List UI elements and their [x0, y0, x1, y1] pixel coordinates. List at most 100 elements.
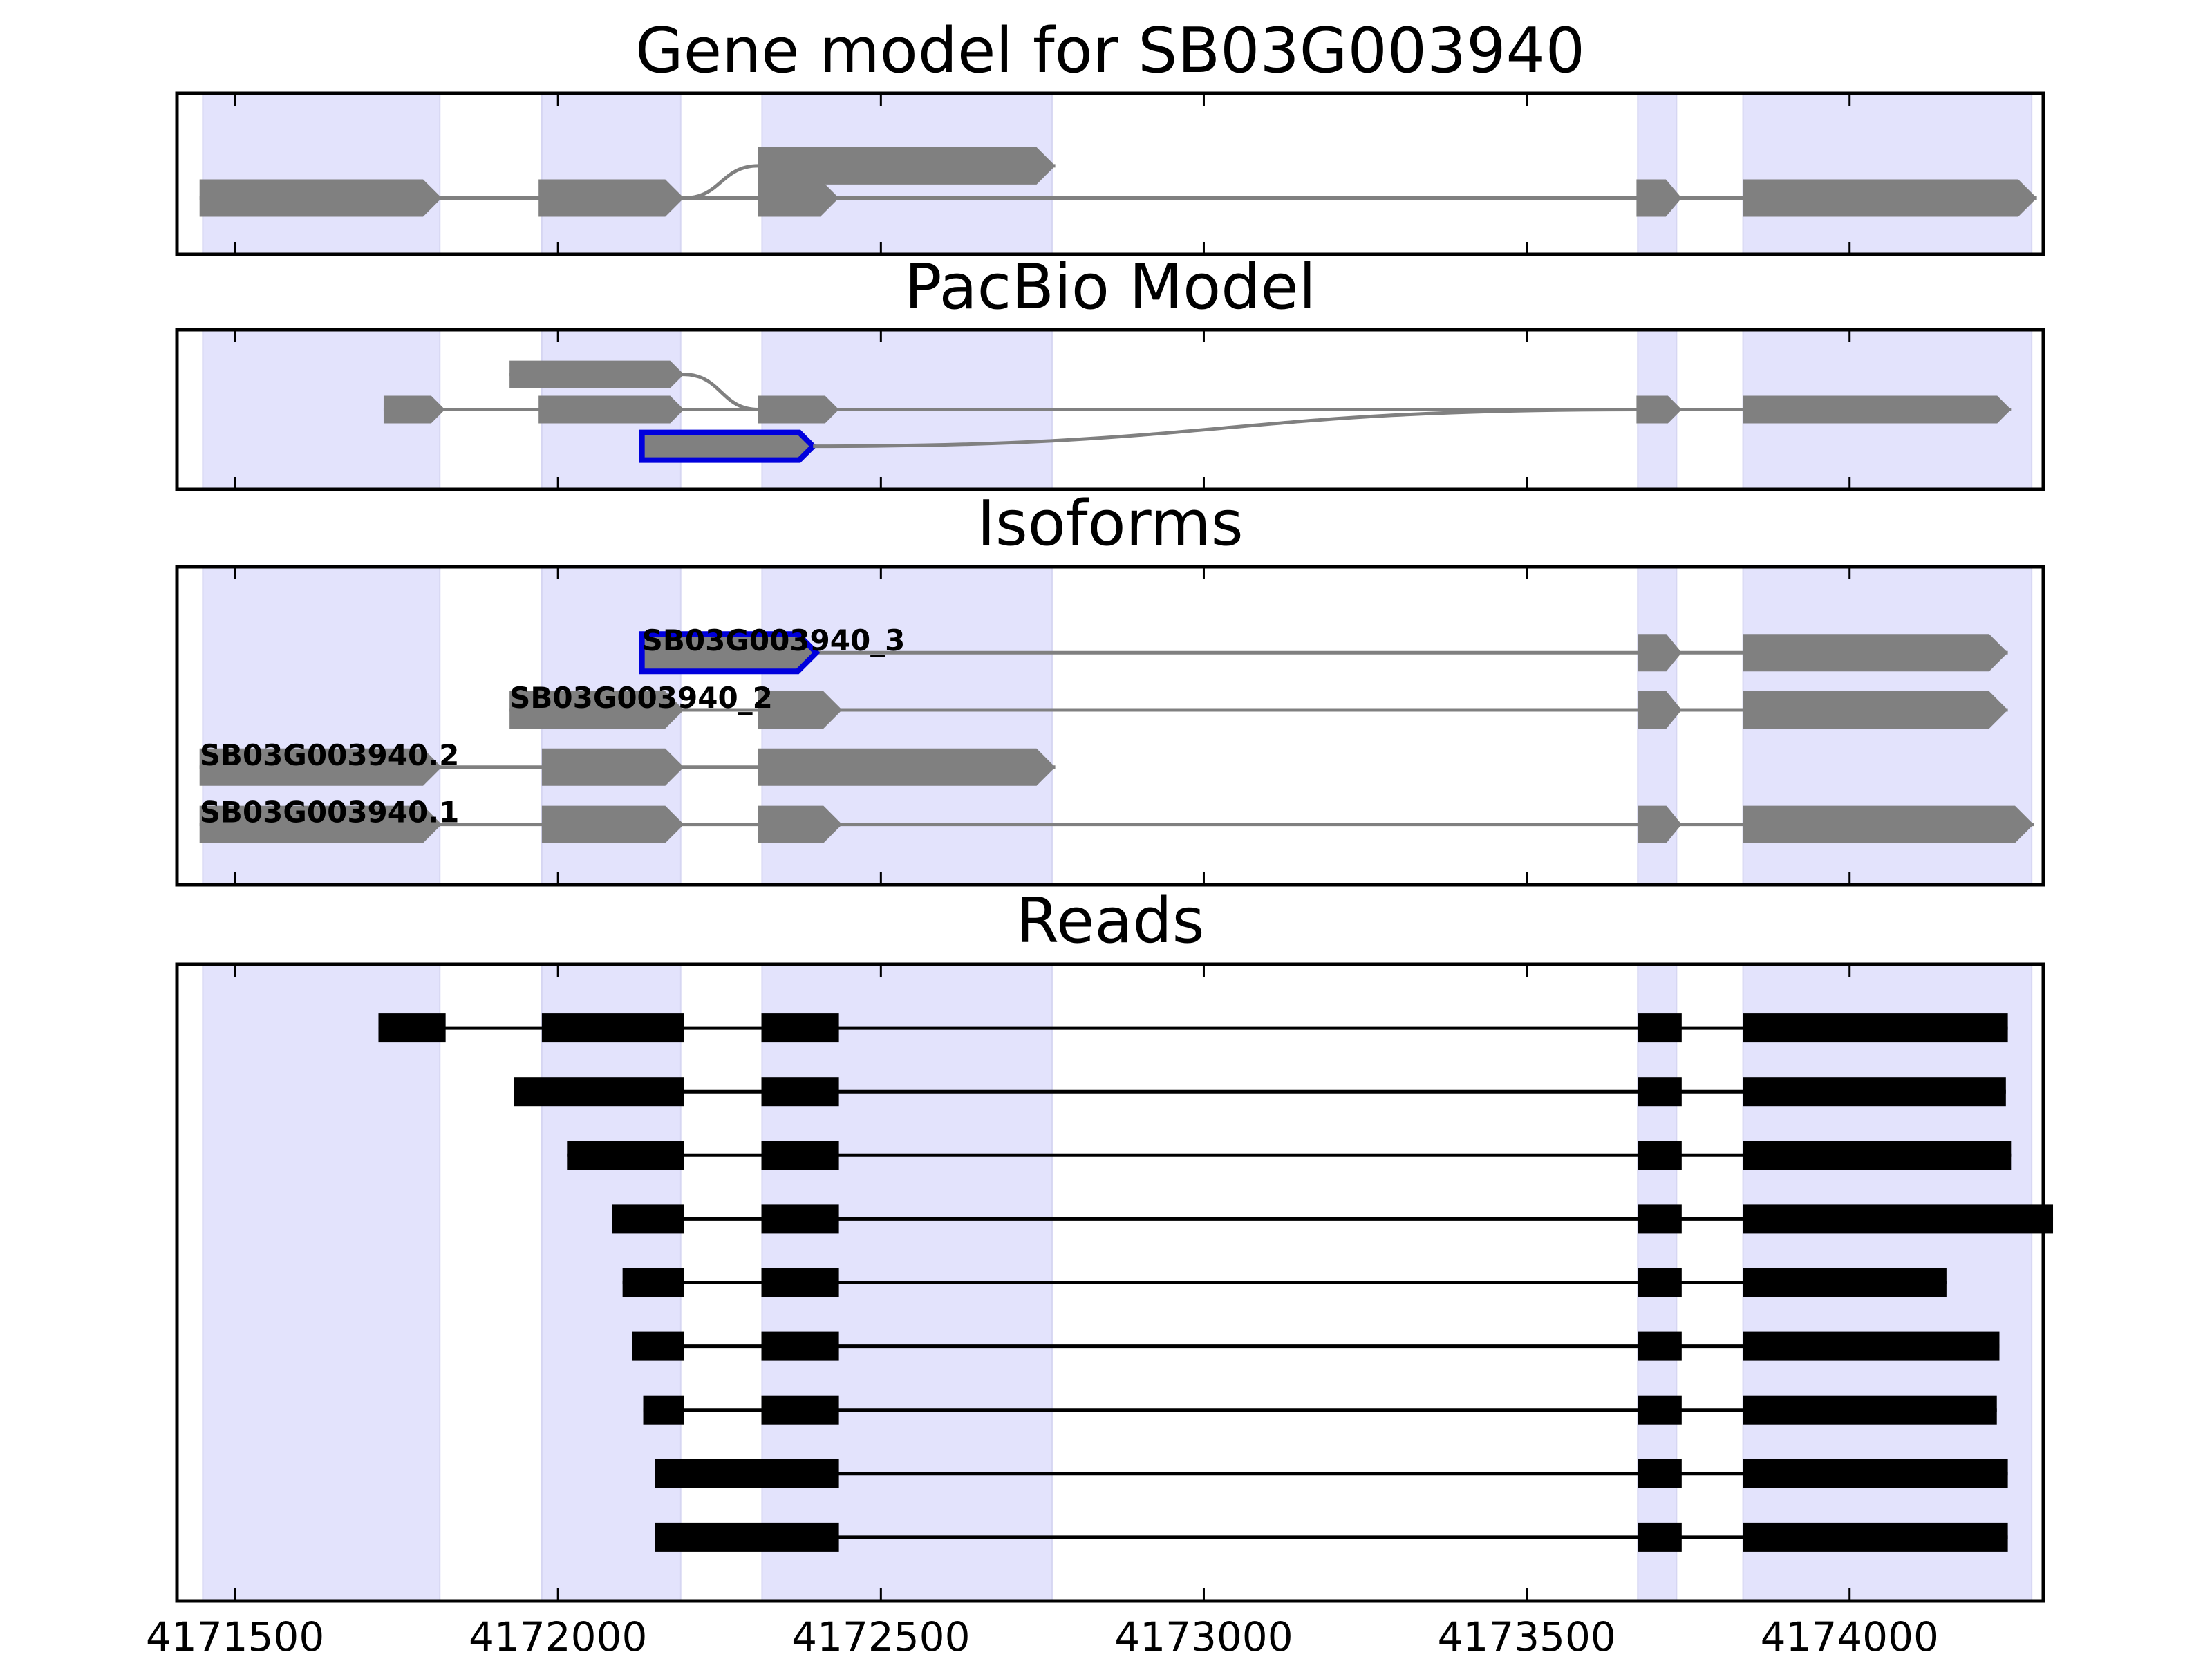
panel-frame — [175, 565, 2045, 887]
x-ticks — [234, 567, 1851, 885]
read-block — [567, 1141, 684, 1170]
read-block — [1743, 1141, 2012, 1170]
panels-container: Gene model for SB03G003940 PacBio Model Is… — [146, 15, 2054, 1659]
read-block — [1743, 1459, 2008, 1488]
exon-arrow — [758, 748, 1056, 786]
exon-arrow — [538, 395, 684, 424]
panel-reads: Reads — [175, 885, 2054, 1603]
exon-arrow — [538, 179, 684, 217]
read-track — [378, 1013, 2008, 1043]
highlight-region — [541, 93, 682, 255]
exon-arrow — [758, 691, 843, 729]
read-block — [1638, 1522, 1682, 1552]
x-tick-label: 4172500 — [791, 1613, 970, 1659]
exon-arrow — [758, 395, 839, 424]
panel-frame — [175, 328, 2045, 491]
panel-frame — [175, 962, 2045, 1603]
read-block — [1638, 1331, 1682, 1361]
exon-arrow — [1636, 395, 1682, 424]
isoform-label: SB03G003940_2 — [509, 681, 773, 715]
read-block — [655, 1522, 839, 1552]
exon-arrow — [199, 179, 442, 217]
panel-title: Gene model for SB03G003940 — [635, 15, 1585, 87]
read-block — [655, 1459, 839, 1488]
isoform-label: SB03G003940.2 — [200, 738, 460, 772]
read-block — [632, 1331, 684, 1361]
highlight-region — [1742, 93, 2033, 255]
x-tick-labels: 4171500 4172000 4172500 4173000 4173500 41740… — [146, 1613, 1939, 1659]
exon-arrow — [758, 147, 1056, 185]
exon-arrow — [541, 748, 684, 786]
x-ticks — [234, 964, 1851, 1601]
read-block — [1638, 1459, 1682, 1488]
transcript-track: SB03G003940.2 — [199, 738, 1056, 786]
read-track — [514, 1077, 2006, 1107]
exon-arrow — [199, 805, 442, 843]
read-block — [761, 1077, 839, 1107]
transcript-track — [509, 360, 684, 388]
exon-arrow — [639, 429, 817, 463]
exon-arrow — [383, 395, 445, 424]
transcript-track — [199, 179, 2037, 217]
isoform-label: SB03G003940.1 — [200, 796, 460, 830]
exon-arrow — [1743, 395, 2012, 424]
splice-connector — [684, 164, 758, 200]
read-block — [761, 1141, 839, 1170]
panel-isoforms: Isoforms SB03G003940_3 SB03G003940_2 SB03G0… — [175, 487, 2045, 887]
read-block — [541, 1013, 684, 1043]
x-tick-label: 4173500 — [1437, 1613, 1615, 1659]
read-block — [622, 1268, 684, 1297]
read-block — [761, 1013, 839, 1043]
exon-arrow — [1638, 634, 1682, 672]
exon-arrow — [541, 805, 684, 843]
read-block — [1638, 1204, 1682, 1234]
exon-arrow — [199, 748, 442, 786]
exon-arrow — [639, 631, 821, 675]
read-block — [1638, 1268, 1682, 1297]
read-block — [1638, 1141, 1682, 1170]
read-block — [1743, 1268, 1947, 1297]
read-track — [567, 1141, 2012, 1170]
x-tick-label: 4171500 — [146, 1613, 324, 1659]
exon-arrow — [1636, 179, 1682, 217]
read-block — [1743, 1522, 2008, 1552]
read-block — [1743, 1395, 1997, 1425]
read-block — [1743, 1331, 2000, 1361]
x-ticks — [234, 93, 1851, 254]
exon-arrow — [758, 179, 839, 217]
highlight-regions — [202, 93, 2033, 255]
transcript-track — [758, 147, 1056, 185]
x-tick-label: 4173000 — [1114, 1613, 1293, 1659]
read-block — [643, 1395, 684, 1425]
panel-title: PacBio Model — [904, 251, 1316, 324]
x-tick-label: 4172000 — [469, 1613, 647, 1659]
panel-pacbio-model: PacBio Model — [175, 251, 2045, 491]
highlight-region — [202, 964, 441, 1602]
read-block — [1743, 1204, 2054, 1234]
exon-arrow — [509, 691, 684, 729]
read-block — [761, 1268, 839, 1297]
exon-arrow — [1743, 691, 2008, 729]
read-track — [612, 1204, 2054, 1234]
read-block — [612, 1204, 684, 1234]
exon-arrow — [1638, 805, 1682, 843]
panel-title: Reads — [1015, 885, 1204, 957]
read-track — [643, 1395, 1997, 1425]
panel-frame — [175, 91, 2045, 256]
exon-arrow — [1638, 691, 1682, 729]
x-tick-label: 4174000 — [1761, 1613, 1939, 1659]
read-block — [1743, 1013, 2008, 1043]
exon-arrow — [509, 360, 684, 388]
exon-arrow — [1743, 179, 2037, 217]
splice-connector — [684, 373, 758, 411]
splice-connector — [813, 408, 1637, 449]
read-track — [632, 1331, 2000, 1361]
read-block — [761, 1331, 839, 1361]
highlight-region — [202, 93, 441, 255]
panel-gene-model: Gene model for SB03G003940 — [175, 15, 2045, 256]
read-block — [761, 1204, 839, 1234]
transcript-track — [383, 395, 2012, 424]
exon-arrow — [1743, 805, 2034, 843]
read-track — [622, 1268, 1947, 1297]
x-ticks — [234, 330, 1851, 489]
